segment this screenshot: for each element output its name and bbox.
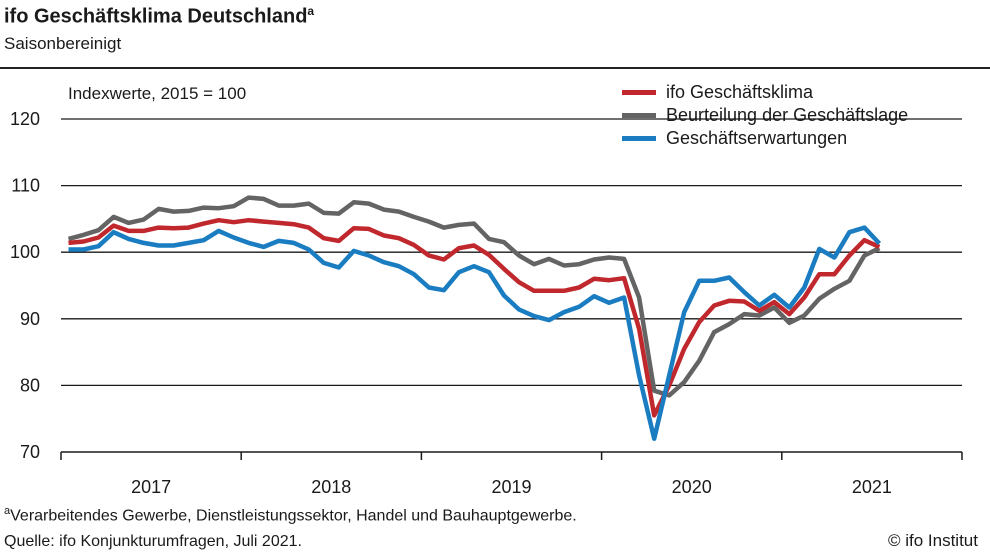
- legend-item-geschaeftserwartungen: Geschäftserwartungen: [622, 128, 908, 149]
- legend-swatch-blue: [622, 136, 656, 141]
- y-tick-label: 80: [20, 375, 40, 395]
- chart-subtitle: Saisonbereinigt: [4, 34, 122, 53]
- legend: ifo Geschäftsklima Beurteilung der Gesch…: [622, 82, 908, 149]
- chart-title: ifo Geschäftsklima Deutschlanda: [4, 4, 314, 29]
- legend-swatch-red: [622, 90, 656, 95]
- x-tick-label: 2020: [672, 477, 712, 497]
- y-tick-label: 120: [10, 109, 40, 129]
- title-divider: [0, 67, 990, 69]
- unit-label: Indexwerte, 2015 = 100: [68, 84, 247, 103]
- series-line-1: [67, 195, 881, 398]
- series-line-2: [68, 225, 882, 441]
- legend-label: ifo Geschäftsklima: [666, 82, 814, 102]
- chart-title-text: ifo Geschäftsklima Deutschland: [4, 5, 308, 28]
- legend-label: Geschäftserwartungen: [666, 128, 848, 148]
- x-tick-label: 2018: [311, 477, 351, 497]
- footnote-text: Verarbeitendes Gewerbe, Dienstleistungss…: [10, 507, 577, 525]
- y-tick-label: 110: [11, 176, 40, 196]
- legend-item-geschaeftslage: Beurteilung der Geschäftslage: [622, 105, 908, 126]
- x-tick-label: 2019: [491, 477, 531, 497]
- y-tick-label: 90: [20, 309, 40, 329]
- legend-label: Beurteilung der Geschäftslage: [666, 105, 909, 125]
- series-line-0: [68, 217, 881, 418]
- footnote: aVerarbeitendes Gewerbe, Dienstleistungs…: [4, 505, 577, 525]
- x-tick-label: 2017: [131, 477, 171, 497]
- footnote-mark: a: [4, 505, 11, 517]
- title-footnote-mark: a: [307, 4, 315, 18]
- x-tick-label: 2021: [852, 477, 892, 497]
- legend-item-geschaeftsklima: ifo Geschäftsklima: [622, 82, 908, 103]
- copyright: © ifo Institut: [887, 531, 978, 550]
- source-note: Quelle: ifo Konjunkturumfragen, Juli 202…: [4, 533, 302, 550]
- y-tick-label: 100: [10, 242, 40, 262]
- legend-swatch-gray: [622, 113, 656, 118]
- y-tick-label: 70: [20, 442, 40, 462]
